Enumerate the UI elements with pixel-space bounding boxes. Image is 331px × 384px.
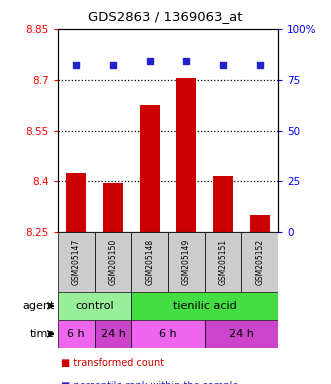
Text: GSM205147: GSM205147	[72, 239, 81, 285]
Text: GSM205149: GSM205149	[182, 239, 191, 285]
Text: GSM205150: GSM205150	[109, 239, 118, 285]
Bar	[103, 183, 123, 232]
Bar	[213, 176, 233, 232]
Bar	[131, 232, 168, 292]
Bar	[95, 232, 131, 292]
Text: ■ percentile rank within the sample: ■ percentile rank within the sample	[61, 381, 239, 384]
Bar	[140, 105, 160, 232]
Text: agent: agent	[22, 301, 55, 311]
Bar	[66, 173, 86, 232]
Bar	[205, 232, 241, 292]
Text: GSM205148: GSM205148	[145, 239, 154, 285]
Point	[110, 62, 116, 68]
Bar	[131, 320, 205, 348]
Text: ■ transformed count: ■ transformed count	[61, 358, 165, 367]
Bar	[58, 292, 131, 320]
Bar	[131, 292, 278, 320]
Text: 24 h: 24 h	[101, 329, 125, 339]
Text: GDS2863 / 1369063_at: GDS2863 / 1369063_at	[88, 10, 243, 23]
Text: control: control	[75, 301, 114, 311]
Text: GSM205152: GSM205152	[255, 239, 264, 285]
Bar	[205, 320, 278, 348]
Bar	[176, 78, 196, 232]
Bar	[95, 320, 131, 348]
Bar	[250, 215, 270, 232]
Bar	[58, 320, 95, 348]
Point	[184, 58, 189, 65]
Bar	[168, 232, 205, 292]
Point	[73, 62, 79, 68]
Text: 6 h: 6 h	[68, 329, 85, 339]
Point	[257, 62, 262, 68]
Text: 6 h: 6 h	[159, 329, 177, 339]
Text: tienilic acid: tienilic acid	[173, 301, 237, 311]
Bar	[58, 232, 95, 292]
Point	[147, 58, 152, 65]
Text: time: time	[29, 329, 55, 339]
Text: 24 h: 24 h	[229, 329, 254, 339]
Text: GSM205151: GSM205151	[218, 239, 227, 285]
Point	[220, 62, 226, 68]
Bar	[241, 232, 278, 292]
